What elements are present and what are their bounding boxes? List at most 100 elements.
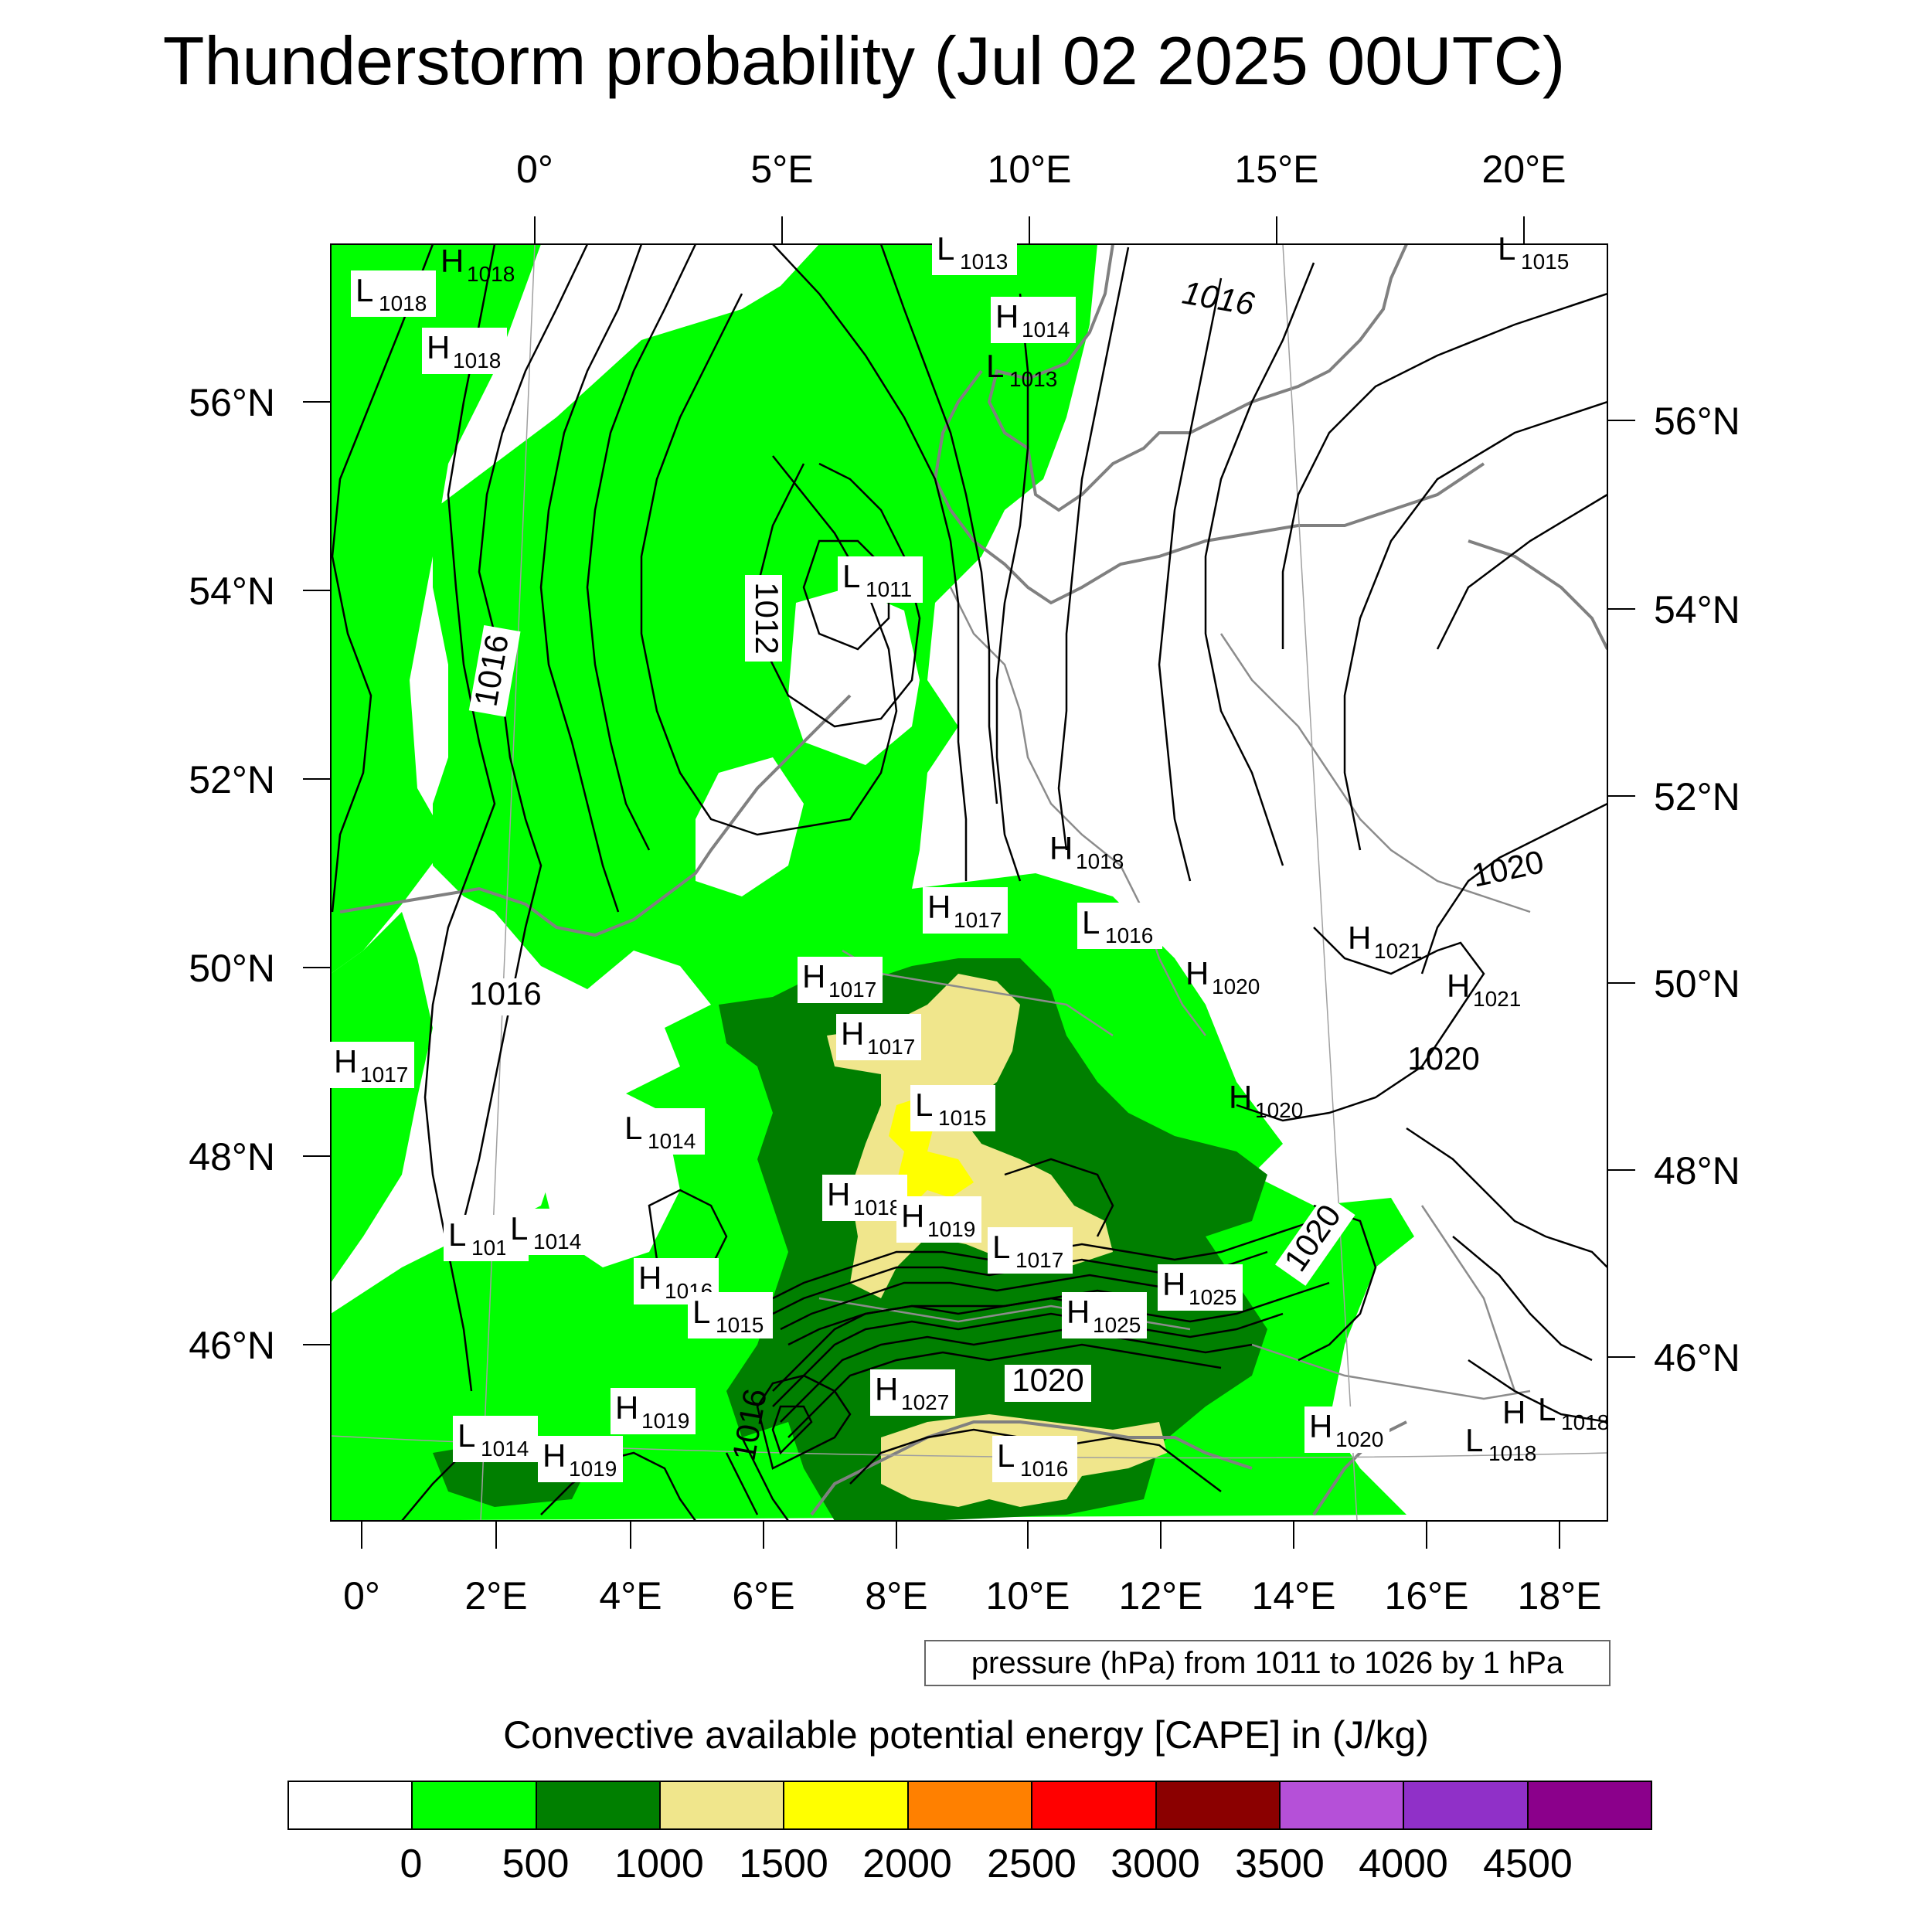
pressure-center-type: L (510, 1210, 528, 1247)
axis-ticks (303, 216, 1635, 1549)
pressure-center-type: H (827, 1176, 850, 1213)
bottom-tick-label: 0° (343, 1574, 380, 1617)
pressure-center-value: 1019 (569, 1457, 617, 1481)
left-tick-label: 52°N (189, 758, 275, 801)
colorbar-tick-label: 0 (400, 1842, 423, 1886)
colorbar (287, 1781, 1652, 1830)
pressure-center-type: H (901, 1198, 924, 1234)
pressure-center-value: 1018 (1561, 1410, 1609, 1434)
pressure-center-type: H (875, 1371, 898, 1407)
pressure-center-value: 1025 (1189, 1285, 1236, 1309)
pressure-center-type: H (995, 298, 1019, 335)
cape-field-white-hole-2 (696, 757, 804, 896)
colorbar-segment (784, 1782, 909, 1828)
top-tick-label: 20°E (1482, 148, 1566, 191)
pressure-center-value: 1015 (1521, 250, 1569, 274)
pressure-center-value: 1018 (853, 1196, 901, 1219)
pressure-center-type: L (1538, 1391, 1556, 1427)
right-tick-label: 48°N (1654, 1149, 1740, 1192)
bottom-tick-label: 18°E (1518, 1574, 1602, 1617)
pressure-center-value: 1021 (1473, 987, 1521, 1011)
pressure-center-value: 1020 (1335, 1427, 1383, 1451)
pressure-center-type: L (937, 230, 954, 267)
colorbar-tick-label: 4000 (1359, 1842, 1448, 1886)
cape-field-green-west (331, 244, 541, 974)
left-axis-labels: 56°N 54°N 52°N 50°N 48°N 46°N (189, 381, 275, 1367)
top-axis-labels: 0° 5°E 10°E 15°E 20°E (516, 148, 1566, 191)
colorbar-tick-label: 2000 (862, 1842, 952, 1886)
pressure-center-type: H (1229, 1079, 1252, 1115)
cape-field-white-hole-1 (788, 587, 920, 765)
coastlines (339, 244, 1607, 1516)
pressure-center-type: H (638, 1260, 662, 1296)
pressure-center-value: 101 (471, 1236, 508, 1260)
colorbar-tick-label: 4500 (1483, 1842, 1573, 1886)
bottom-tick-label: 10°E (986, 1574, 1070, 1617)
pressure-center-type: H (1348, 920, 1371, 956)
pressure-center-value: 1027 (901, 1390, 949, 1414)
pressure-center-type: H (543, 1437, 566, 1474)
pressure-center-value: 1018 (1488, 1441, 1536, 1465)
bottom-tick-label: 14°E (1252, 1574, 1336, 1617)
left-tick-label: 46°N (189, 1324, 275, 1367)
pressure-center-value: 1014 (481, 1437, 529, 1461)
pressure-center-type: H (615, 1389, 638, 1426)
top-tick-label: 0° (516, 148, 553, 191)
bottom-tick-label: 2°E (464, 1574, 527, 1617)
colorbar-segment (1032, 1782, 1157, 1828)
pressure-center-type: L (997, 1437, 1015, 1474)
pressure-center-value: 1017 (867, 1035, 915, 1059)
colorbar-segment (413, 1782, 537, 1828)
pressure-center-value: 1017 (828, 978, 876, 1002)
contour-info-box: pressure (hPa) from 1011 to 1026 by 1 hP… (924, 1640, 1611, 1686)
pressure-center-value: 1018 (1076, 849, 1124, 873)
cape-field (331, 244, 1607, 1521)
pressure-center-value: 1017 (1015, 1248, 1063, 1272)
right-tick-label: 56°N (1654, 400, 1740, 443)
colorbar-tick-label: 3000 (1111, 1842, 1200, 1886)
pressure-center-type: H (1447, 968, 1470, 1004)
pressure-center-value: 1014 (533, 1230, 581, 1253)
pressure-center-type: L (842, 558, 860, 594)
colorbar-title: Convective available potential energy [C… (503, 1713, 1429, 1757)
pressure-center-value: 1019 (927, 1217, 975, 1241)
colorbar-segment (289, 1782, 413, 1828)
colorbar-tick-label: 2500 (987, 1842, 1077, 1886)
pressure-center-value: 1018 (453, 349, 501, 372)
right-tick-label: 54°N (1654, 588, 1740, 631)
pressure-center-type: L (457, 1417, 475, 1454)
pressure-center-value: 1020 (1212, 975, 1260, 998)
right-tick-label: 50°N (1654, 962, 1740, 1005)
isobar-label: 1016 (469, 975, 541, 1012)
pressure-center-type: H (1162, 1266, 1185, 1302)
pressure-center-type: H (1309, 1408, 1332, 1444)
colorbar-tick-label: 1000 (614, 1842, 704, 1886)
colorbar-tick-label: 3500 (1235, 1842, 1325, 1886)
pressure-center-value: 1020 (1255, 1098, 1303, 1122)
colorbar-segment (1280, 1782, 1405, 1828)
pressure-center-type: L (1498, 230, 1515, 267)
left-tick-label: 48°N (189, 1135, 275, 1179)
colorbar-segment (1404, 1782, 1529, 1828)
pressure-center-type: H (1049, 830, 1073, 866)
pressure-center-type: H (802, 958, 825, 995)
colorbar-segment (1528, 1782, 1651, 1828)
left-tick-label: 56°N (189, 381, 275, 424)
isobars (331, 244, 1607, 1521)
pressure-center-type: L (624, 1110, 642, 1146)
pressure-center-value: 1013 (1009, 367, 1057, 391)
left-tick-label: 54°N (189, 570, 275, 613)
pressure-center-type: L (355, 272, 373, 308)
pressure-center-type: H (440, 243, 464, 279)
colorbar-segment (536, 1782, 662, 1828)
bottom-tick-label: 12°E (1119, 1574, 1203, 1617)
pressure-center-value: 1018 (467, 262, 515, 286)
pressure-center-type: H (841, 1015, 864, 1052)
isobar-label: 1012 (749, 582, 785, 654)
top-tick-label: 10°E (988, 148, 1072, 191)
pressure-centers: H 1018 L 1018 H 1018 L 1013 H 1014 L 101… (329, 229, 1609, 1482)
colorbar-segment (1156, 1782, 1281, 1828)
pressure-center-type: L (986, 348, 1004, 384)
pressure-center-type: L (992, 1229, 1010, 1265)
